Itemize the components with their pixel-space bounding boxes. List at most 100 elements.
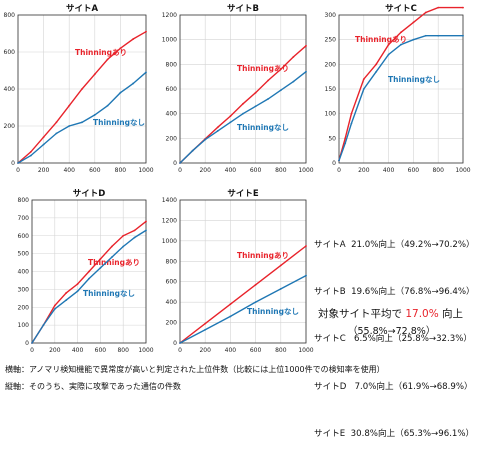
average-prefix: 対象サイト平均で (318, 308, 402, 320)
data-point (88, 270, 90, 273)
chart-title: サイトC (385, 4, 417, 14)
data-point (279, 68, 282, 71)
data-point (76, 290, 79, 293)
x-tick-label: 200 (38, 167, 50, 174)
x-tick-label: 600 (95, 347, 107, 354)
footnote-x-axis: 横軸：アノマリ検知機能で異常度が高いと判定された上位件数（比較には上位1000件… (5, 365, 385, 374)
data-point (229, 115, 232, 118)
y-tick-label: 0 (173, 160, 177, 167)
data-point (424, 34, 427, 37)
x-tick-label: 200 (199, 347, 211, 354)
x-tick-label: 400 (72, 347, 84, 354)
series-label: Thinningなし (388, 75, 440, 84)
data-point (338, 159, 340, 162)
y-tick-label: 1400 (162, 197, 177, 204)
y-tick-label: 400 (166, 299, 178, 306)
data-point (179, 162, 181, 164)
x-tick-label: 1000 (455, 167, 470, 174)
data-point (375, 63, 378, 66)
data-point (204, 328, 207, 331)
charts-canvas: 0 200 400 600 800 10000200400600800サイトAThinni… (4, 4, 471, 354)
data-point (65, 292, 68, 294)
data-point (99, 258, 102, 260)
series-label: Thinningなし (237, 123, 289, 132)
data-point (68, 125, 71, 127)
y-tick-label: 600 (4, 49, 16, 56)
data-point (279, 287, 282, 290)
y-tick-label: 800 (166, 61, 178, 68)
data-point (412, 38, 415, 41)
chart-1: 0 200 400 600 800 1000 0 200 400 600 800 サイトA Thinni… (4, 4, 154, 174)
data-point (229, 303, 232, 306)
x-tick-label: 0 (16, 167, 20, 174)
y-tick-label: 1200 (162, 217, 177, 224)
data-point (76, 283, 79, 285)
data-point (254, 283, 257, 286)
data-point (267, 79, 270, 82)
y-tick-label: 800 (4, 12, 16, 19)
data-point (93, 114, 96, 116)
y-tick-label: 800 (166, 258, 178, 265)
data-point (145, 229, 147, 232)
data-point (305, 70, 307, 73)
x-tick-label: 400 (225, 167, 237, 174)
data-point (81, 88, 83, 90)
data-point (133, 229, 136, 232)
data-point (216, 130, 219, 132)
x-tick-label: 600 (250, 167, 262, 174)
summary-line-site-e: サイトE 30.8%向上（65.3%→96.1%） (314, 429, 475, 440)
data-point (119, 47, 122, 50)
x-tick-label: 0 (30, 347, 34, 354)
series-label: Thinningあり (237, 251, 289, 260)
y-tick-label: 600 (18, 233, 30, 240)
data-point (42, 136, 45, 139)
x-tick-label: 600 (89, 167, 101, 174)
data-point (65, 299, 68, 301)
data-point (350, 122, 353, 125)
data-point (53, 304, 56, 307)
data-point (292, 56, 295, 58)
chart-5: 0 200 400 600 800 1000 0 200 400 600 800 1000 1200 14… (162, 189, 314, 354)
data-point (242, 102, 244, 105)
data-point (229, 121, 232, 124)
data-point (375, 70, 378, 73)
y-tick-label: 500 (18, 251, 30, 258)
plot-frame (17, 14, 147, 164)
y-tick-label: 200 (166, 320, 178, 327)
data-point (99, 267, 102, 269)
x-tick-label: 800 (115, 167, 127, 174)
chart-title: サイトA (66, 4, 99, 14)
data-point (122, 245, 125, 248)
plot-frame (179, 14, 307, 164)
data-point (204, 322, 207, 325)
y-tick-label: 300 (18, 286, 30, 293)
y-tick-label: 400 (4, 86, 16, 93)
chart-title: サイトE (227, 189, 259, 199)
data-point (279, 264, 282, 267)
x-tick-label: 400 (225, 347, 237, 354)
chart-2: 0 200 400 600 800 1000 0 200 400 600 800 1000 1200 サイ… (162, 4, 314, 174)
data-point (179, 342, 181, 344)
x-tick-label: 200 (358, 167, 370, 174)
data-point (132, 38, 135, 40)
y-tick-label: 1000 (162, 238, 177, 245)
data-point (437, 34, 440, 37)
data-point (81, 121, 83, 124)
data-point (55, 121, 58, 124)
x-tick-label: 400 (63, 167, 75, 174)
series-label: Thinningなし (93, 118, 145, 127)
y-tick-label: 1000 (162, 37, 177, 44)
x-tick-label: 200 (49, 347, 61, 354)
data-point (462, 6, 464, 9)
data-point (400, 31, 402, 34)
data-point (292, 80, 295, 83)
data-point (350, 112, 353, 115)
y-tick-label: 400 (18, 269, 30, 276)
series-thinning-nashi-line (179, 71, 307, 164)
y-tick-label: 1200 (162, 12, 177, 19)
plot-frame (31, 199, 147, 344)
data-point (387, 53, 390, 56)
data-point (254, 91, 257, 94)
y-tick-label: 100 (18, 322, 30, 329)
average-range: （55.8%→72.8%） (348, 326, 436, 337)
